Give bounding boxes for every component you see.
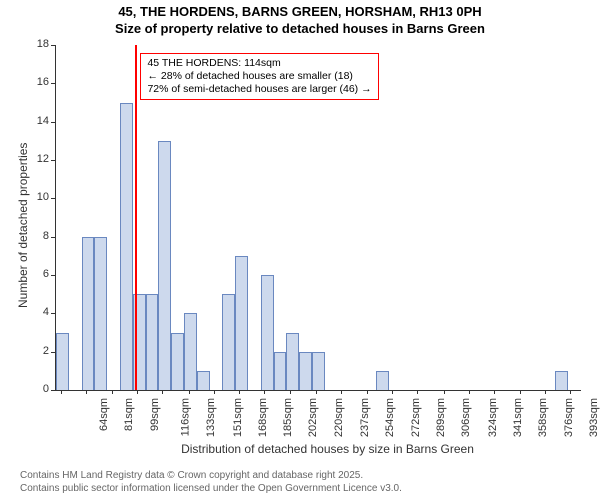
x-tick-mark — [86, 390, 87, 394]
y-tick-mark — [51, 313, 55, 314]
marker-line — [135, 45, 137, 390]
x-tick-mark — [264, 390, 265, 394]
y-tick-mark — [51, 352, 55, 353]
y-tick-label: 4 — [21, 306, 49, 318]
x-tick-label: 393sqm — [588, 398, 600, 437]
x-tick-mark — [469, 390, 470, 394]
y-tick-mark — [51, 237, 55, 238]
y-tick-mark — [51, 122, 55, 123]
x-tick-label: 237sqm — [359, 398, 371, 437]
x-tick-label: 376sqm — [563, 398, 575, 437]
x-tick-label: 202sqm — [307, 398, 319, 437]
x-tick-mark — [545, 390, 546, 394]
y-tick-label: 12 — [21, 153, 49, 165]
x-tick-mark — [137, 390, 138, 394]
y-axis-label: Number of detached properties — [16, 142, 30, 307]
histogram-bar — [184, 313, 197, 390]
x-tick-mark — [520, 390, 521, 394]
x-tick-label: 306sqm — [460, 398, 472, 437]
x-tick-mark — [494, 390, 495, 394]
annotation-line2: ← 28% of detached houses are smaller (18… — [147, 70, 371, 83]
x-tick-label: 116sqm — [180, 398, 192, 436]
y-tick-label: 14 — [21, 115, 49, 127]
histogram-bar — [171, 333, 184, 391]
x-tick-mark — [162, 390, 163, 394]
x-tick-mark — [239, 390, 240, 394]
x-tick-mark — [290, 390, 291, 394]
y-tick-label: 18 — [21, 38, 49, 50]
chart-root: 45, THE HORDENS, BARNS GREEN, HORSHAM, R… — [0, 0, 600, 500]
histogram-bar — [299, 352, 312, 390]
y-tick-mark — [51, 390, 55, 391]
x-tick-label: 324sqm — [487, 398, 499, 437]
footer-line1: Contains HM Land Registry data © Crown c… — [20, 470, 580, 481]
x-tick-mark — [341, 390, 342, 394]
x-tick-label: 272sqm — [410, 398, 422, 437]
x-tick-label: 99sqm — [149, 398, 161, 431]
histogram-bar — [274, 352, 287, 390]
footer-line2: Contains public sector information licen… — [20, 483, 580, 494]
y-tick-mark — [51, 275, 55, 276]
histogram-bar — [158, 141, 171, 390]
histogram-bar — [286, 333, 299, 391]
histogram-bar — [197, 371, 210, 390]
y-tick-label: 10 — [21, 191, 49, 203]
x-tick-label: 341sqm — [512, 398, 524, 437]
histogram-bar — [376, 371, 389, 390]
x-tick-mark — [214, 390, 215, 394]
x-tick-label: 64sqm — [98, 398, 110, 431]
x-tick-mark — [444, 390, 445, 394]
x-tick-label: 254sqm — [384, 398, 396, 437]
histogram-bar — [146, 294, 159, 390]
y-tick-label: 0 — [21, 383, 49, 395]
y-tick-label: 8 — [21, 230, 49, 242]
x-tick-mark — [112, 390, 113, 394]
annotation-line3: 72% of semi-detached houses are larger (… — [147, 83, 371, 96]
x-tick-label: 168sqm — [257, 398, 269, 437]
histogram-bar — [222, 294, 235, 390]
x-tick-label: 358sqm — [537, 398, 549, 437]
x-axis-label: Distribution of detached houses by size … — [168, 442, 488, 456]
histogram-bar — [120, 103, 133, 391]
x-tick-label: 133sqm — [206, 398, 218, 437]
histogram-bar — [94, 237, 107, 390]
y-tick-mark — [51, 198, 55, 199]
x-tick-label: 151sqm — [232, 398, 244, 437]
x-tick-mark — [417, 390, 418, 394]
y-tick-mark — [51, 160, 55, 161]
x-tick-label: 289sqm — [435, 398, 447, 437]
x-tick-label: 220sqm — [334, 398, 346, 437]
title-line1: 45, THE HORDENS, BARNS GREEN, HORSHAM, R… — [0, 0, 600, 21]
histogram-bar — [235, 256, 248, 390]
x-tick-mark — [392, 390, 393, 394]
x-tick-mark — [61, 390, 62, 394]
x-tick-mark — [367, 390, 368, 394]
annotation-box: 45 THE HORDENS: 114sqm ← 28% of detached… — [140, 53, 378, 100]
title-line2: Size of property relative to detached ho… — [0, 21, 600, 38]
histogram-bar — [82, 237, 95, 390]
histogram-bar — [261, 275, 274, 390]
x-tick-mark — [316, 390, 317, 394]
x-tick-label: 185sqm — [282, 398, 294, 437]
x-tick-mark — [570, 390, 571, 394]
y-tick-mark — [51, 45, 55, 46]
histogram-bar — [555, 371, 568, 390]
x-tick-mark — [189, 390, 190, 394]
annotation-line1: 45 THE HORDENS: 114sqm — [147, 57, 371, 70]
y-tick-label: 6 — [21, 268, 49, 280]
y-tick-label: 2 — [21, 345, 49, 357]
y-tick-label: 16 — [21, 76, 49, 88]
histogram-bar — [56, 333, 69, 391]
x-tick-label: 81sqm — [123, 398, 135, 431]
histogram-bar — [312, 352, 325, 390]
y-tick-mark — [51, 83, 55, 84]
